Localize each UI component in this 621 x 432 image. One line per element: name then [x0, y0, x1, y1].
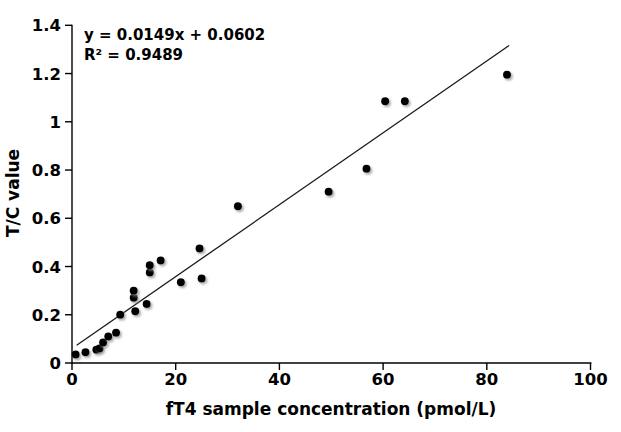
data-point — [130, 287, 138, 295]
x-tick-label: 100 — [573, 370, 607, 389]
y-tick-label: 0 — [50, 354, 61, 373]
trend-line — [77, 45, 509, 345]
y-tick-label: 0.6 — [32, 209, 61, 228]
r-squared-label: R² = 0.9489 — [84, 46, 183, 64]
data-point — [198, 275, 206, 283]
x-axis-title: fT4 sample concentration (pmol/L) — [166, 399, 497, 419]
y-tick-label: 0.8 — [32, 161, 61, 180]
data-point — [99, 338, 107, 346]
x-tick-label: 20 — [164, 370, 187, 389]
data-point — [104, 332, 112, 340]
plot-area: 0 0.2 0.4 0.6 0.8 1 1.2 1.4 0 20 40 60 80 100 — [32, 16, 608, 389]
data-point — [177, 278, 185, 286]
data-point — [131, 307, 139, 315]
scatter-chart: 0 0.2 0.4 0.6 0.8 1 1.2 1.4 0 20 40 60 80 100 y = 0.0… — [0, 0, 621, 432]
y-tick-label: 0.2 — [32, 306, 61, 325]
x-tick-label: 40 — [268, 370, 291, 389]
data-point — [196, 244, 204, 252]
equation-label: y = 0.0149x + 0.0602 — [84, 26, 265, 44]
data-point — [112, 329, 120, 337]
y-tick-label: 1 — [50, 113, 61, 132]
chart-svg: 0 0.2 0.4 0.6 0.8 1 1.2 1.4 0 20 40 60 80 100 y = 0.0… — [0, 0, 621, 432]
data-point — [363, 165, 371, 173]
y-axis-title: T/C value — [3, 149, 23, 237]
x-tick-label: 80 — [475, 370, 498, 389]
data-point — [234, 202, 242, 210]
x-tick-label: 0 — [66, 370, 77, 389]
y-tick-label: 1.2 — [32, 65, 61, 84]
data-point — [116, 311, 124, 319]
x-tick-label: 60 — [372, 370, 395, 389]
data-point — [325, 188, 333, 196]
data-point — [503, 71, 511, 79]
data-point — [130, 294, 138, 302]
data-point — [146, 269, 154, 277]
data-point — [381, 97, 389, 105]
data-point — [81, 348, 89, 356]
data-point — [146, 261, 154, 269]
y-tick-label: 0.4 — [32, 258, 61, 277]
data-point — [143, 300, 151, 308]
data-point — [72, 351, 80, 359]
data-point — [401, 97, 409, 105]
y-tick-label: 1.4 — [32, 16, 61, 35]
data-point — [157, 256, 165, 264]
